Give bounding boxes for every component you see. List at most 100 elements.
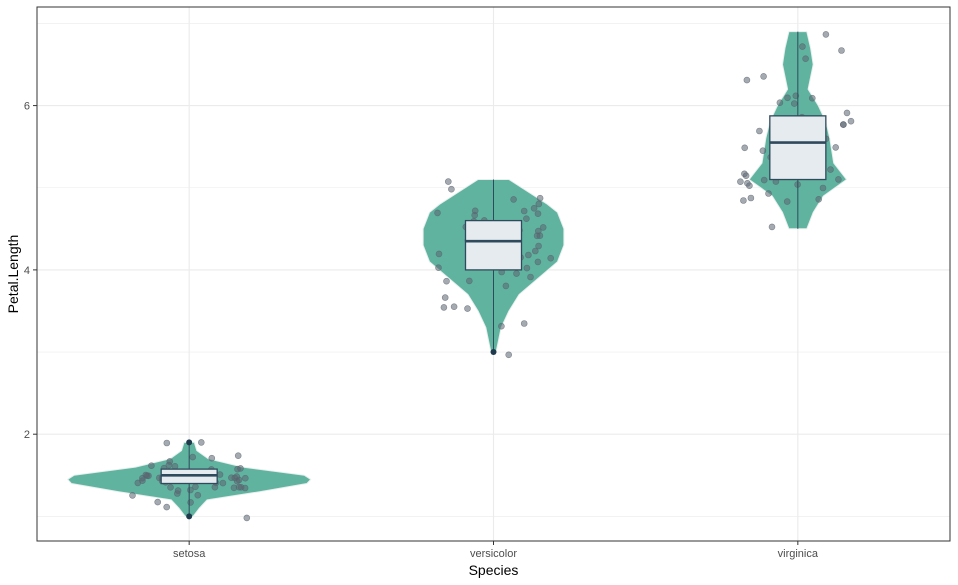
data-point (747, 194, 755, 202)
data-point (502, 282, 510, 290)
data-point (163, 503, 170, 511)
data-point (498, 322, 505, 330)
data-point (792, 92, 800, 100)
outlier-point (186, 513, 193, 520)
data-point (536, 194, 544, 202)
box-versicolor (464, 219, 523, 271)
data-point (525, 251, 532, 259)
data-point (530, 205, 538, 212)
data-point (194, 491, 202, 499)
y-axis: 2 4 6 (24, 101, 37, 441)
data-point (211, 483, 219, 491)
data-point (216, 471, 224, 478)
data-point (237, 465, 244, 472)
data-point (533, 232, 541, 240)
data-point (241, 484, 249, 492)
data-point (783, 198, 791, 205)
data-point (756, 127, 763, 135)
y-axis-title: Petal.Length (5, 235, 21, 314)
data-point (838, 47, 845, 54)
data-point (784, 94, 791, 102)
data-point (539, 224, 547, 231)
data-point (510, 196, 517, 203)
data-point (743, 76, 751, 84)
data-point (832, 144, 840, 151)
data-point (776, 99, 784, 106)
data-point (531, 247, 539, 255)
data-point (134, 479, 142, 487)
data-point (464, 305, 471, 312)
x-tick-label: versicolor (470, 548, 517, 560)
data-point (435, 264, 442, 272)
data-point (520, 207, 528, 215)
data-point (154, 498, 161, 506)
data-point (768, 223, 776, 231)
data-point (527, 273, 534, 281)
data-point (434, 209, 441, 217)
data-point (523, 264, 531, 272)
boxplot-layer (160, 31, 827, 520)
data-point (808, 94, 816, 102)
data-point (535, 242, 542, 250)
data-point (520, 320, 528, 327)
y-tick-label: 2 (24, 429, 30, 441)
x-axis-title: Species (469, 562, 519, 578)
data-point (840, 121, 847, 128)
data-point (819, 184, 827, 192)
data-point (443, 277, 450, 285)
data-point (143, 472, 151, 480)
data-point (822, 31, 830, 38)
data-point (534, 258, 542, 266)
data-point (187, 486, 194, 494)
data-point (741, 170, 748, 178)
data-point (847, 117, 855, 125)
data-point (208, 454, 216, 462)
data-point (163, 439, 171, 447)
data-point (815, 196, 823, 203)
x-axis: setosa versicolor virginica (173, 541, 819, 560)
data-point (243, 514, 251, 522)
data-point (802, 55, 809, 63)
data-point (187, 499, 194, 506)
outlier-point (186, 439, 193, 446)
data-point (513, 270, 520, 277)
data-point (440, 304, 448, 311)
data-point (444, 178, 452, 185)
outlier-point (490, 349, 497, 356)
x-tick-label: virginica (778, 548, 819, 560)
data-point (450, 303, 458, 311)
data-point (129, 492, 136, 499)
data-point (547, 254, 555, 262)
y-tick-label: 4 (24, 265, 30, 277)
data-point (534, 210, 542, 217)
data-point (219, 479, 227, 487)
data-point (790, 100, 798, 107)
data-point (165, 461, 173, 469)
data-point (189, 453, 196, 461)
data-point (198, 439, 205, 446)
data-point (174, 487, 182, 494)
data-point (760, 73, 767, 80)
data-point (827, 166, 834, 173)
data-point (171, 462, 179, 470)
data-point (760, 176, 768, 184)
data-point (167, 483, 174, 491)
data-point (448, 185, 455, 193)
y-tick-label: 6 (24, 101, 30, 113)
data-point (148, 462, 155, 470)
data-point (231, 474, 239, 482)
data-point (523, 215, 530, 222)
data-point (465, 277, 473, 285)
data-point (835, 176, 842, 183)
data-point (737, 178, 744, 185)
data-point (759, 147, 767, 154)
data-point (843, 109, 851, 117)
x-tick-label: setosa (173, 548, 206, 560)
data-point (441, 294, 449, 301)
data-point (799, 43, 806, 50)
data-point (740, 197, 747, 204)
data-point (234, 452, 242, 460)
data-point (535, 200, 543, 208)
data-point (230, 484, 238, 492)
